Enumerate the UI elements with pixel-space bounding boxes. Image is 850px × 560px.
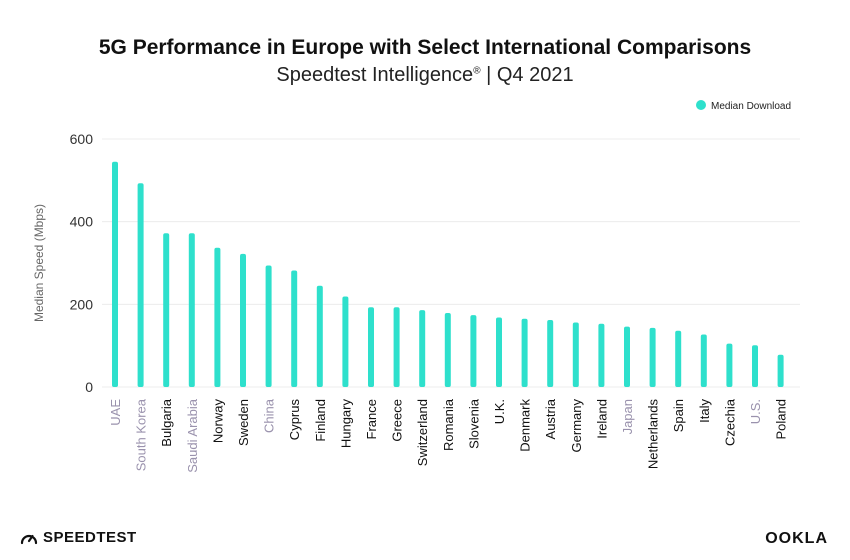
bar bbox=[624, 326, 630, 387]
x-tick-label: Spain bbox=[671, 399, 686, 432]
speedtest-logo: SPEEDTEST bbox=[20, 529, 137, 546]
bar bbox=[393, 307, 400, 387]
registered-mark: ® bbox=[473, 65, 481, 77]
x-tick-label: UAE bbox=[108, 399, 123, 426]
bar bbox=[240, 253, 246, 387]
x-tick-label: Slovenia bbox=[466, 398, 481, 449]
bar bbox=[470, 315, 477, 387]
bar bbox=[496, 317, 502, 387]
x-tick-label: South Korea bbox=[134, 398, 149, 471]
bar bbox=[214, 247, 221, 387]
bar bbox=[342, 296, 349, 387]
bar bbox=[649, 327, 656, 387]
speedtest-wordmark: SPEEDTEST bbox=[43, 529, 137, 546]
x-tick-label: China bbox=[262, 398, 277, 433]
y-tick-label: 400 bbox=[70, 214, 94, 230]
bar bbox=[726, 343, 733, 387]
ookla-logo: OOKLA bbox=[765, 530, 828, 547]
x-tick-label: Switzerland bbox=[415, 399, 430, 466]
bar bbox=[444, 313, 451, 387]
bar bbox=[700, 334, 707, 387]
bar bbox=[777, 354, 784, 387]
x-tick-label: Austria bbox=[543, 398, 558, 439]
x-tick-label: Hungary bbox=[338, 399, 353, 449]
x-tick-label: Greece bbox=[390, 399, 405, 442]
chart-subtitle: Speedtest Intelligence® | Q4 2021 bbox=[0, 64, 850, 87]
bar bbox=[752, 345, 758, 387]
x-tick-label: Cyprus bbox=[287, 399, 302, 441]
x-tick-label: France bbox=[364, 399, 379, 439]
x-tick-label: Romania bbox=[441, 398, 456, 451]
x-tick-label: U.K. bbox=[492, 399, 507, 424]
bar bbox=[291, 270, 298, 387]
bar bbox=[368, 307, 374, 387]
bar bbox=[675, 330, 682, 387]
x-tick-label: Czechia bbox=[722, 398, 737, 446]
x-tick-label: Saudi Arabia bbox=[185, 398, 200, 472]
y-tick-label: 200 bbox=[70, 296, 94, 312]
x-tick-label: Bulgaria bbox=[159, 398, 174, 446]
x-tick-label: Italy bbox=[697, 399, 712, 423]
bar bbox=[547, 320, 554, 387]
bar bbox=[598, 323, 605, 387]
bar bbox=[265, 265, 272, 387]
bar bbox=[188, 233, 195, 387]
y-tick-label: 600 bbox=[70, 131, 94, 147]
x-tick-label: Netherlands bbox=[646, 399, 661, 470]
bar bbox=[419, 310, 426, 387]
subtitle-main: Speedtest Intelligence bbox=[276, 64, 474, 86]
x-tick-label: Ireland bbox=[594, 399, 609, 439]
bar bbox=[112, 161, 118, 387]
bar bbox=[572, 322, 579, 387]
x-tick-label: Finland bbox=[313, 399, 328, 442]
x-tick-label: Norway bbox=[210, 399, 225, 444]
bar bbox=[137, 183, 144, 387]
bar bbox=[163, 233, 170, 387]
x-tick-label: U.S. bbox=[748, 399, 763, 424]
x-tick-label: Japan bbox=[620, 399, 635, 434]
chart-title: 5G Performance in Europe with Select Int… bbox=[98, 36, 752, 59]
legend-label: Median Download bbox=[711, 101, 791, 112]
legend-marker bbox=[696, 100, 706, 110]
bar bbox=[521, 318, 528, 387]
speedometer-icon bbox=[20, 534, 38, 544]
x-tick-label: Poland bbox=[774, 399, 789, 439]
x-tick-label: Germany bbox=[569, 399, 584, 453]
bar bbox=[316, 285, 323, 387]
x-tick-label: Denmark bbox=[518, 399, 533, 452]
y-axis-label: Median Speed (Mbps) bbox=[32, 204, 46, 322]
subtitle-rest: | Q4 2021 bbox=[480, 64, 574, 86]
x-tick-label: Sweden bbox=[236, 399, 251, 446]
y-tick-label: 0 bbox=[85, 379, 93, 395]
